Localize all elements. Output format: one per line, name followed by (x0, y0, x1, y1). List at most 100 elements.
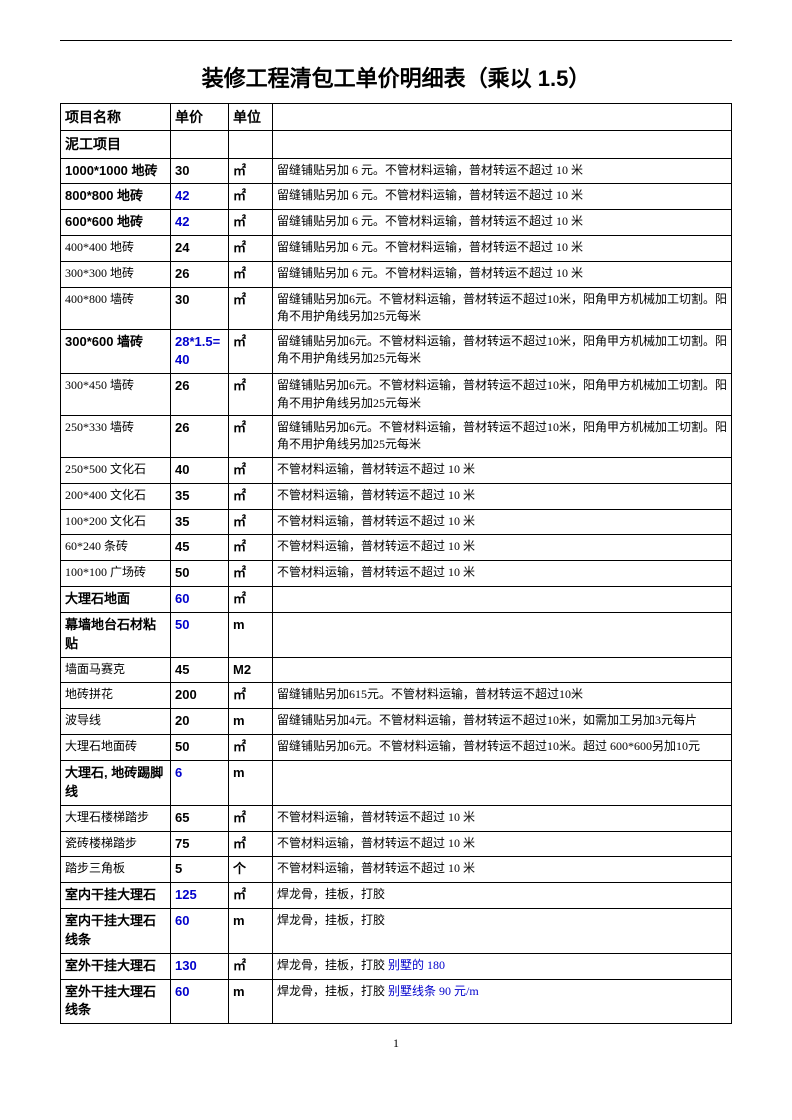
item-price: 45 (171, 657, 229, 683)
item-note: 不管材料运输，普材转运不超过 10 米 (273, 535, 732, 561)
item-name: 踏步三角板 (61, 857, 171, 883)
item-name: 600*600 地砖 (61, 210, 171, 236)
item-note (273, 657, 732, 683)
item-price: 60 (171, 909, 229, 954)
header-cell: 单位 (229, 104, 273, 131)
item-note: 留缝铺贴另加 6 元。不管材料运输，普材转运不超过 10 米 (273, 261, 732, 287)
item-price: 130 (171, 953, 229, 979)
table-row: 200*400 文化石35㎡不管材料运输，普材转运不超过 10 米 (61, 483, 732, 509)
empty-cell (273, 131, 732, 158)
item-note: 不管材料运输，普材转运不超过 10 米 (273, 561, 732, 587)
item-unit: ㎡ (229, 509, 273, 535)
table-row: 大理石楼梯踏步65㎡不管材料运输，普材转运不超过 10 米 (61, 805, 732, 831)
item-note: 留缝铺贴另加 6 元。不管材料运输，普材转运不超过 10 米 (273, 158, 732, 184)
item-unit: ㎡ (229, 683, 273, 709)
item-price: 26 (171, 374, 229, 416)
item-note: 留缝铺贴另加6元。不管材料运输，普材转运不超过10米，阳角甲方机械加工切割。阳角… (273, 416, 732, 458)
header-cell (273, 104, 732, 131)
item-name: 室外干挂大理石 (61, 953, 171, 979)
item-unit: ㎡ (229, 953, 273, 979)
item-name: 60*240 条砖 (61, 535, 171, 561)
item-name: 波导线 (61, 709, 171, 735)
item-note: 焊龙骨，挂板，打胶 (273, 883, 732, 909)
item-price: 6 (171, 760, 229, 805)
item-price: 5 (171, 857, 229, 883)
item-unit: ㎡ (229, 210, 273, 236)
item-unit: ㎡ (229, 831, 273, 857)
item-name: 1000*1000 地砖 (61, 158, 171, 184)
item-name: 大理石, 地砖踢脚线 (61, 760, 171, 805)
item-name: 室内干挂大理石 (61, 883, 171, 909)
item-unit: ㎡ (229, 483, 273, 509)
item-name: 250*500 文化石 (61, 457, 171, 483)
note-blue-text: 别墅的 180 (388, 958, 445, 972)
section-name: 泥工项目 (61, 131, 171, 158)
table-row: 大理石地面砖50㎡留缝铺贴另加6元。不管材料运输，普材转运不超过10米。超过 6… (61, 735, 732, 761)
table-row: 400*800 墙砖30㎡留缝铺贴另加6元。不管材料运输，普材转运不超过10米，… (61, 287, 732, 329)
table-header-row: 项目名称单价单位 (61, 104, 732, 131)
item-unit: m (229, 909, 273, 954)
item-name: 300*300 地砖 (61, 261, 171, 287)
item-unit: ㎡ (229, 261, 273, 287)
note-text: 焊龙骨，挂板，打胶 (277, 984, 388, 998)
item-unit: ㎡ (229, 535, 273, 561)
item-unit: ㎡ (229, 329, 273, 374)
item-note: 不管材料运输，普材转运不超过 10 米 (273, 831, 732, 857)
table-row: 250*500 文化石40㎡不管材料运输，普材转运不超过 10 米 (61, 457, 732, 483)
item-price: 60 (171, 979, 229, 1024)
table-row: 60*240 条砖45㎡不管材料运输，普材转运不超过 10 米 (61, 535, 732, 561)
item-note: 留缝铺贴另加615元。不管材料运输，普材转运不超过10米 (273, 683, 732, 709)
item-price: 28*1.5=40 (171, 329, 229, 374)
item-unit: m (229, 760, 273, 805)
item-unit: m (229, 612, 273, 657)
item-name: 400*400 地砖 (61, 236, 171, 262)
table-row: 瓷砖楼梯踏步75㎡不管材料运输，普材转运不超过 10 米 (61, 831, 732, 857)
page-number: 1 (60, 1036, 732, 1051)
note-blue-text: 别墅线条 90 元/m (388, 984, 479, 998)
table-row: 地砖拼花200㎡留缝铺贴另加615元。不管材料运输，普材转运不超过10米 (61, 683, 732, 709)
item-note: 留缝铺贴另加6元。不管材料运输，普材转运不超过10米，阳角甲方机械加工切割。阳角… (273, 287, 732, 329)
item-note: 焊龙骨，挂板，打胶 (273, 909, 732, 954)
table-row: 幕墙地台石材粘贴50m (61, 612, 732, 657)
item-unit: 个 (229, 857, 273, 883)
table-row: 600*600 地砖42㎡留缝铺贴另加 6 元。不管材料运输，普材转运不超过 1… (61, 210, 732, 236)
item-name: 400*800 墙砖 (61, 287, 171, 329)
item-note: 不管材料运输，普材转运不超过 10 米 (273, 509, 732, 535)
table-row: 1000*1000 地砖30㎡留缝铺贴另加 6 元。不管材料运输，普材转运不超过… (61, 158, 732, 184)
header-cell: 单价 (171, 104, 229, 131)
item-price: 35 (171, 509, 229, 535)
empty-cell (229, 131, 273, 158)
item-note: 焊龙骨，挂板，打胶 别墅的 180 (273, 953, 732, 979)
item-price: 60 (171, 587, 229, 613)
table-row: 踏步三角板5个不管材料运输，普材转运不超过 10 米 (61, 857, 732, 883)
item-unit: ㎡ (229, 374, 273, 416)
item-name: 地砖拼花 (61, 683, 171, 709)
item-unit: ㎡ (229, 457, 273, 483)
item-unit: M2 (229, 657, 273, 683)
item-unit: ㎡ (229, 735, 273, 761)
table-row: 100*200 文化石35㎡不管材料运输，普材转运不超过 10 米 (61, 509, 732, 535)
empty-cell (171, 131, 229, 158)
item-note: 留缝铺贴另加6元。不管材料运输，普材转运不超过10米。超过 600*600另加1… (273, 735, 732, 761)
item-name: 大理石楼梯踏步 (61, 805, 171, 831)
item-name: 墙面马赛克 (61, 657, 171, 683)
table-row: 波导线20m留缝铺贴另加4元。不管材料运输，普材转运不超过10米，如需加工另加3… (61, 709, 732, 735)
item-unit: ㎡ (229, 587, 273, 613)
item-note: 不管材料运输，普材转运不超过 10 米 (273, 857, 732, 883)
item-note: 不管材料运输，普材转运不超过 10 米 (273, 805, 732, 831)
item-name: 瓷砖楼梯踏步 (61, 831, 171, 857)
price-table: 项目名称单价单位泥工项目1000*1000 地砖30㎡留缝铺贴另加 6 元。不管… (60, 103, 732, 1024)
page-container: 装修工程清包工单价明细表（乘以 1.5） 项目名称单价单位泥工项目1000*10… (60, 40, 732, 1051)
table-row: 室内干挂大理石125㎡焊龙骨，挂板，打胶 (61, 883, 732, 909)
item-name: 大理石地面砖 (61, 735, 171, 761)
item-note (273, 612, 732, 657)
item-note (273, 587, 732, 613)
table-row: 泥工项目 (61, 131, 732, 158)
item-price: 24 (171, 236, 229, 262)
table-row: 室内干挂大理石线条60m焊龙骨，挂板，打胶 (61, 909, 732, 954)
table-row: 大理石地面60㎡ (61, 587, 732, 613)
item-price: 20 (171, 709, 229, 735)
item-unit: ㎡ (229, 416, 273, 458)
item-name: 大理石地面 (61, 587, 171, 613)
item-price: 45 (171, 535, 229, 561)
